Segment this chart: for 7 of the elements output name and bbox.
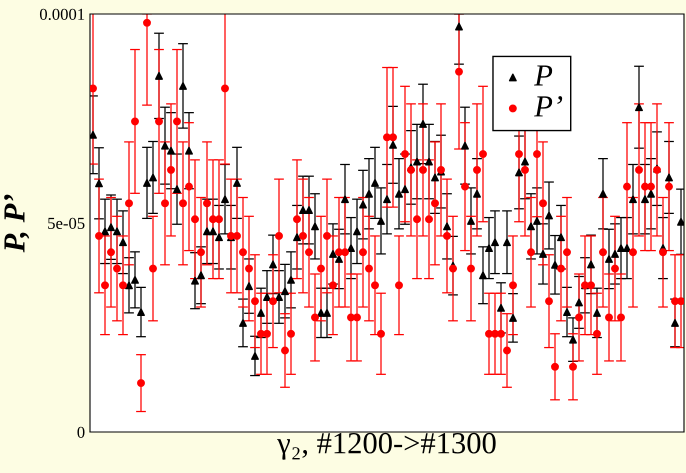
y-tick-label: 0.0001 xyxy=(40,8,84,20)
x-axis-title: γ₂, #1200->#1300 xyxy=(277,432,496,460)
y-axis-title: P, P’ xyxy=(4,194,30,252)
y-tick-label: 5e-05 xyxy=(48,218,84,229)
legend-label: P’ xyxy=(534,96,562,116)
legend-label: P xyxy=(534,65,552,86)
y-tick-label: 0 xyxy=(77,426,85,438)
